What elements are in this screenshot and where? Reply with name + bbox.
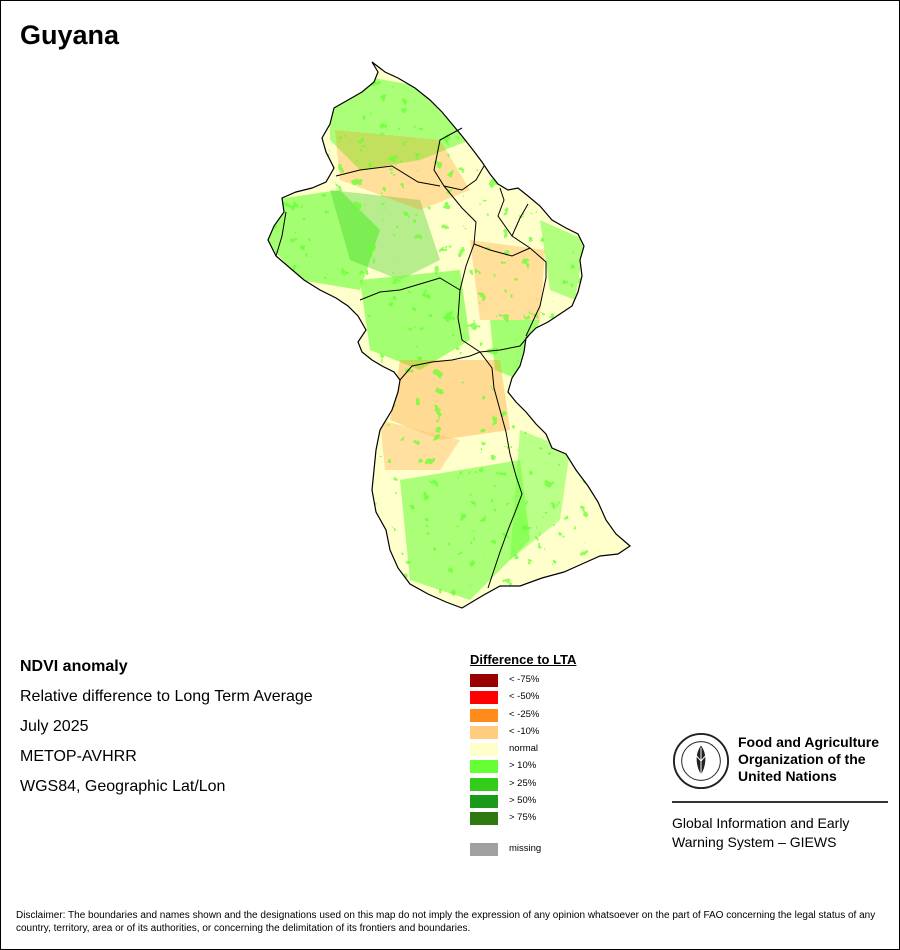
giews-name: Global Information and Early Warning Sys…: [672, 814, 888, 852]
divider: [672, 801, 888, 803]
region-boundaries: [275, 127, 547, 589]
product-name: NDVI anomaly: [20, 658, 128, 675]
giews-line: Global Information and Early: [672, 815, 850, 831]
legend-item-missing: missing: [470, 841, 650, 858]
legend-item: > 50%: [470, 793, 650, 810]
legend-label: > 10%: [509, 760, 537, 772]
legend-label: < -75%: [509, 674, 540, 685]
legend-item: < -10%: [470, 724, 650, 741]
legend-item: < -25%: [470, 707, 650, 724]
legend-item: < -50%: [470, 689, 650, 706]
legend-label: < -50%: [509, 691, 540, 703]
legend-swatch-missing: [470, 842, 498, 856]
organization-name-line: Food and Agriculture: [738, 734, 880, 750]
legend-label: > 25%: [509, 777, 537, 789]
legend-swatch: [470, 691, 498, 705]
legend-swatch: [470, 725, 498, 739]
organization-name-line: Organization of the: [738, 751, 866, 767]
legend-item: normal: [470, 741, 650, 758]
legend-label: > 50%: [509, 795, 537, 807]
product-description: Relative difference to Long Term Average: [20, 688, 313, 705]
legend-item: > 75%: [470, 810, 650, 827]
giews-line: Warning System – GIEWS: [672, 834, 837, 850]
country-map: [267, 61, 631, 609]
legend-swatch: [470, 812, 498, 826]
sensor-label: METOP-AVHRR: [20, 748, 137, 765]
organization-name-line: United Nations: [738, 768, 837, 784]
legend-label: normal: [509, 743, 539, 755]
map-metadata: NDVI anomaly Relative difference to Long…: [20, 656, 440, 806]
legend-swatch: [470, 708, 498, 722]
legend-swatch: [470, 795, 498, 809]
legend-label-missing: missing: [509, 842, 542, 854]
period-label: July 2025: [20, 718, 89, 735]
disclaimer: Disclaimer: The boundaries and names sho…: [16, 910, 876, 934]
legend-title: Difference to LTA: [470, 652, 577, 667]
legend-swatch: [470, 674, 498, 687]
legend-item: > 10%: [470, 758, 650, 775]
legend: Difference to LTA < -75% < -50% < -25% < -1…: [470, 652, 650, 858]
projection-label: WGS84, Geographic Lat/Lon: [20, 778, 226, 795]
legend-label: < -25%: [509, 708, 540, 720]
legend-item: > 25%: [470, 776, 650, 793]
legend-swatch: [470, 777, 498, 791]
fao-logo-icon: [672, 732, 730, 790]
legend-label: < -10%: [509, 725, 540, 737]
legend-classes: < -75% < -50% < -25% < -10% normal > 10% > 25%…: [470, 672, 650, 828]
ndvi-anomaly-raster: [268, 62, 630, 608]
legend-swatch: [470, 760, 498, 774]
organization-name: Food and Agriculture Organization of the…: [738, 734, 888, 785]
legend-swatch: [470, 743, 498, 757]
legend-label: > 75%: [509, 812, 537, 824]
legend-item: < -75%: [470, 672, 650, 689]
map-title: Guyana: [20, 20, 120, 50]
